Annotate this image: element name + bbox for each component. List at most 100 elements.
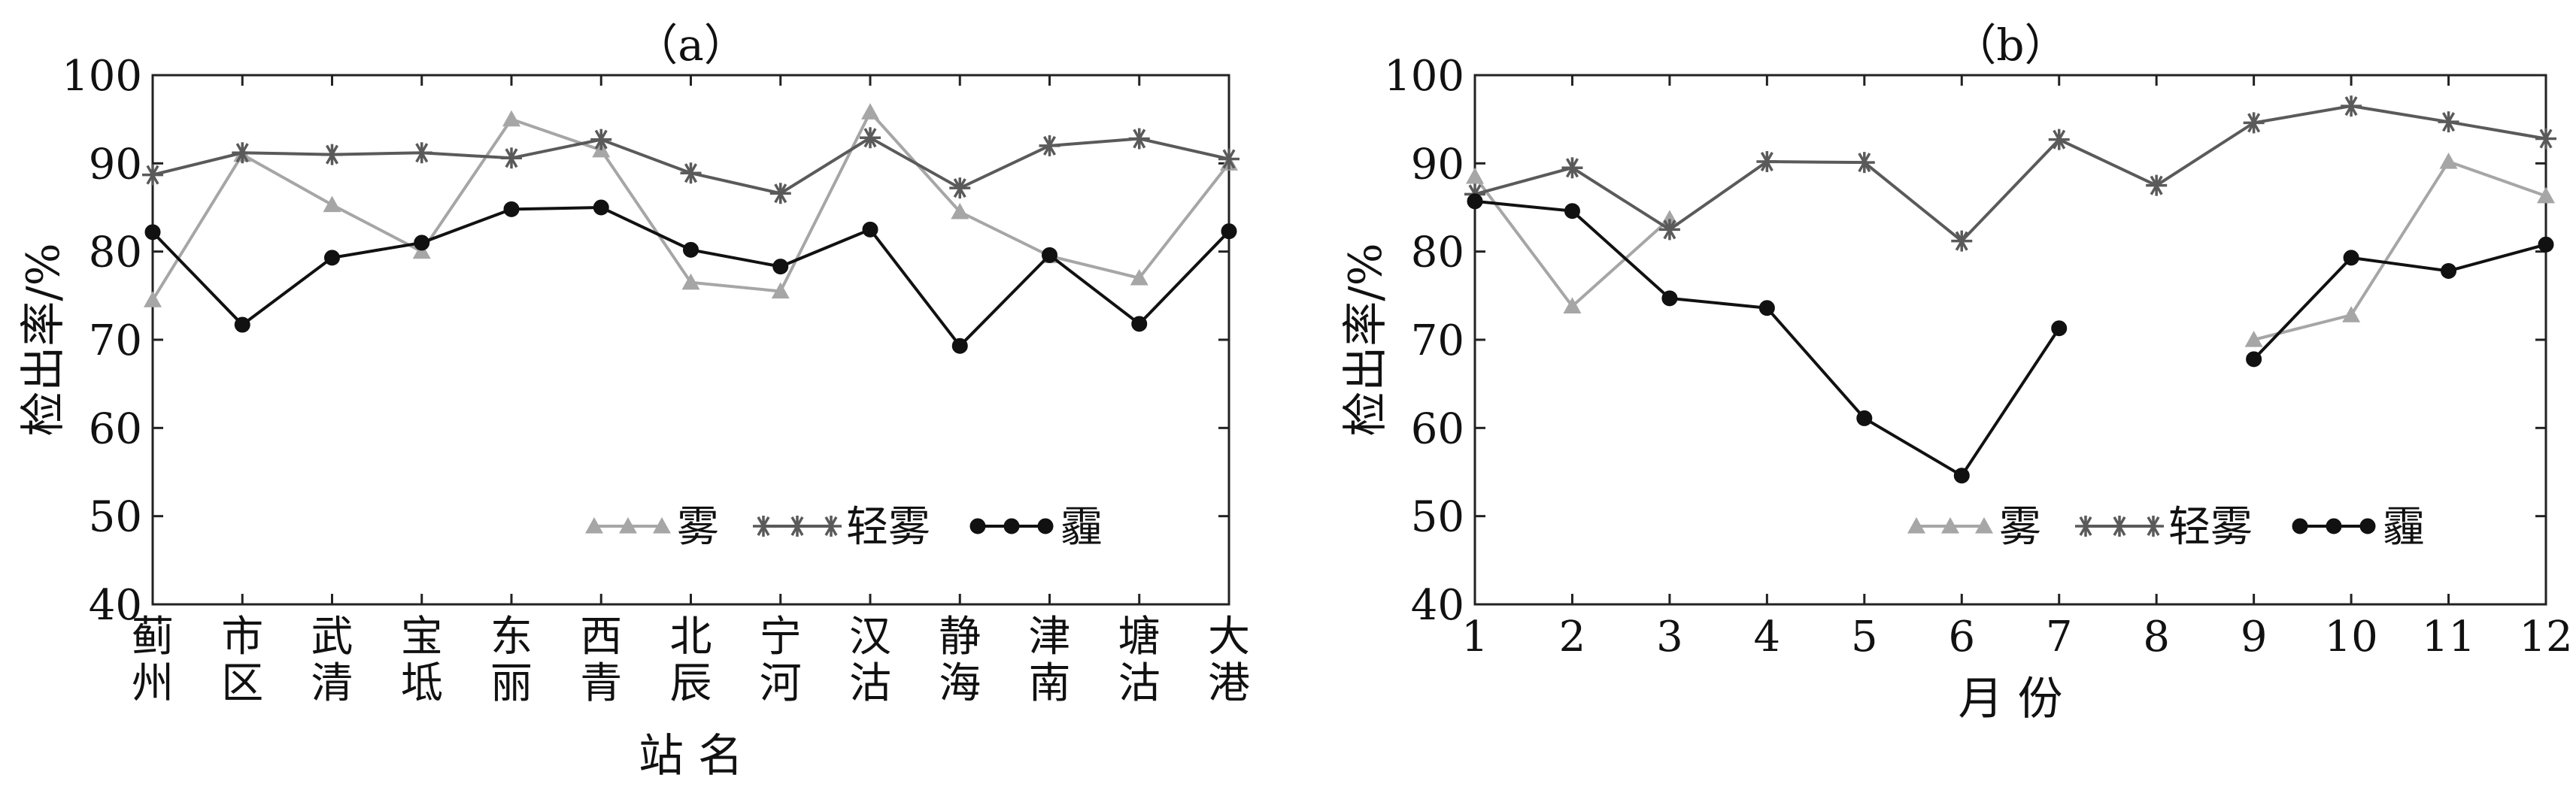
y-tick-label: 60 [1411, 404, 1464, 453]
data-point [680, 162, 702, 184]
data-point [2146, 174, 2168, 196]
data-point [949, 177, 971, 199]
x-category-label-line2: 南 [1029, 659, 1071, 708]
data-point [772, 259, 789, 275]
legend-marker [2326, 518, 2342, 534]
data-point [1218, 148, 1239, 170]
data-point [681, 273, 700, 290]
x-category-label-line1: 西 [580, 613, 622, 661]
panel-a: （a）405060708090100蓟州市区武清宝坻东丽西青北辰宁河汉沽静海津南… [17, 20, 1250, 782]
legend-marker [619, 517, 637, 534]
y-tick-label: 50 [1411, 493, 1464, 542]
data-point [1758, 300, 1775, 316]
x-category-label-line1: 宁 [760, 613, 802, 661]
y-tick-label: 40 [1411, 581, 1464, 630]
data-point [2243, 112, 2265, 134]
data-point [593, 199, 609, 216]
data-point [2244, 331, 2263, 347]
legend-marker [653, 517, 671, 534]
legend-label: 霾 [1060, 503, 1103, 552]
legend-item-3: 霾 [2292, 503, 2425, 552]
y-tick-label: 80 [1411, 229, 1464, 277]
x-category-label-line1: 汉 [849, 613, 891, 661]
series-2 [142, 127, 1239, 204]
data-point [2439, 152, 2458, 169]
x-tick-label: 3 [1656, 613, 1683, 661]
y-tick-label: 100 [1384, 52, 1464, 101]
data-point [412, 242, 431, 259]
data-point [1658, 219, 1680, 241]
legend-item-2: 轻雾 [753, 503, 930, 552]
data-point [2441, 262, 2457, 279]
data-point [503, 201, 520, 217]
x-category-label-line1: 塘 [1118, 613, 1161, 661]
legend-marker [1941, 517, 1959, 534]
y-axis-title: 检出率/% [1340, 243, 1392, 436]
panel-title: （b） [1952, 20, 2068, 71]
x-category-label-line1: 北 [670, 613, 712, 661]
legend-label: 轻雾 [2168, 503, 2253, 552]
data-point [2438, 111, 2459, 133]
legend-marker [2143, 516, 2164, 537]
x-category-label-line2: 丽 [490, 659, 532, 708]
legend-marker [2359, 518, 2376, 534]
x-category-label-line2: 沽 [849, 659, 891, 708]
data-point [590, 129, 612, 150]
x-axis-title: 站 名 [639, 730, 743, 782]
data-point [1128, 128, 1150, 150]
legend-marker [1003, 518, 1020, 534]
series-3 [1467, 193, 2554, 484]
x-tick-label: 11 [2422, 613, 2475, 661]
data-point [414, 235, 430, 251]
x-tick-label: 1 [1461, 613, 1488, 661]
x-category-label-line1: 市 [221, 613, 263, 661]
x-category-label-line2: 辰 [670, 659, 712, 708]
data-point [2246, 351, 2262, 368]
data-point [144, 224, 161, 241]
data-point [769, 183, 791, 204]
data-point [1130, 268, 1148, 286]
x-axis-title: 月 份 [1958, 673, 2062, 725]
legend-label: 霾 [2383, 503, 2425, 552]
data-point [2343, 250, 2359, 266]
series-3 [144, 199, 1237, 354]
data-point [861, 103, 879, 120]
x-tick-label: 9 [2241, 613, 2268, 661]
x-category-label-line1: 津 [1029, 613, 1071, 661]
data-point [1951, 230, 1973, 252]
x-tick-label: 8 [2143, 613, 2170, 661]
data-point [2342, 306, 2361, 322]
data-point [142, 164, 163, 186]
data-point [860, 127, 881, 149]
x-tick-label: 5 [1851, 613, 1878, 661]
y-tick-label: 80 [89, 229, 142, 277]
x-tick-label: 4 [1754, 613, 1781, 661]
y-tick-label: 50 [89, 493, 142, 542]
data-point [411, 142, 432, 164]
data-point [771, 282, 790, 299]
data-point [1466, 167, 1484, 184]
series-2 [1464, 95, 2556, 252]
y-tick-label: 90 [1411, 140, 1464, 189]
x-category-label-line2: 州 [132, 659, 174, 708]
x-category-label-line2: 清 [311, 659, 353, 708]
data-point [324, 250, 340, 266]
data-point [502, 110, 520, 127]
data-point [1561, 157, 1583, 179]
y-tick-label: 70 [1411, 316, 1464, 365]
data-point [501, 147, 522, 169]
x-category-label-line1: 大 [1208, 613, 1250, 661]
data-point [862, 221, 878, 238]
x-category-label-line2: 区 [221, 659, 263, 708]
x-tick-label: 12 [2519, 613, 2572, 661]
series-line [1474, 199, 2061, 478]
panel-title: （a） [634, 20, 748, 71]
series-line [1473, 175, 1671, 309]
legend-item-2: 轻雾 [2075, 503, 2253, 552]
x-category-label-line1: 东 [490, 613, 532, 661]
x-category-label-line1: 静 [939, 613, 981, 661]
y-tick-label: 90 [89, 140, 142, 189]
